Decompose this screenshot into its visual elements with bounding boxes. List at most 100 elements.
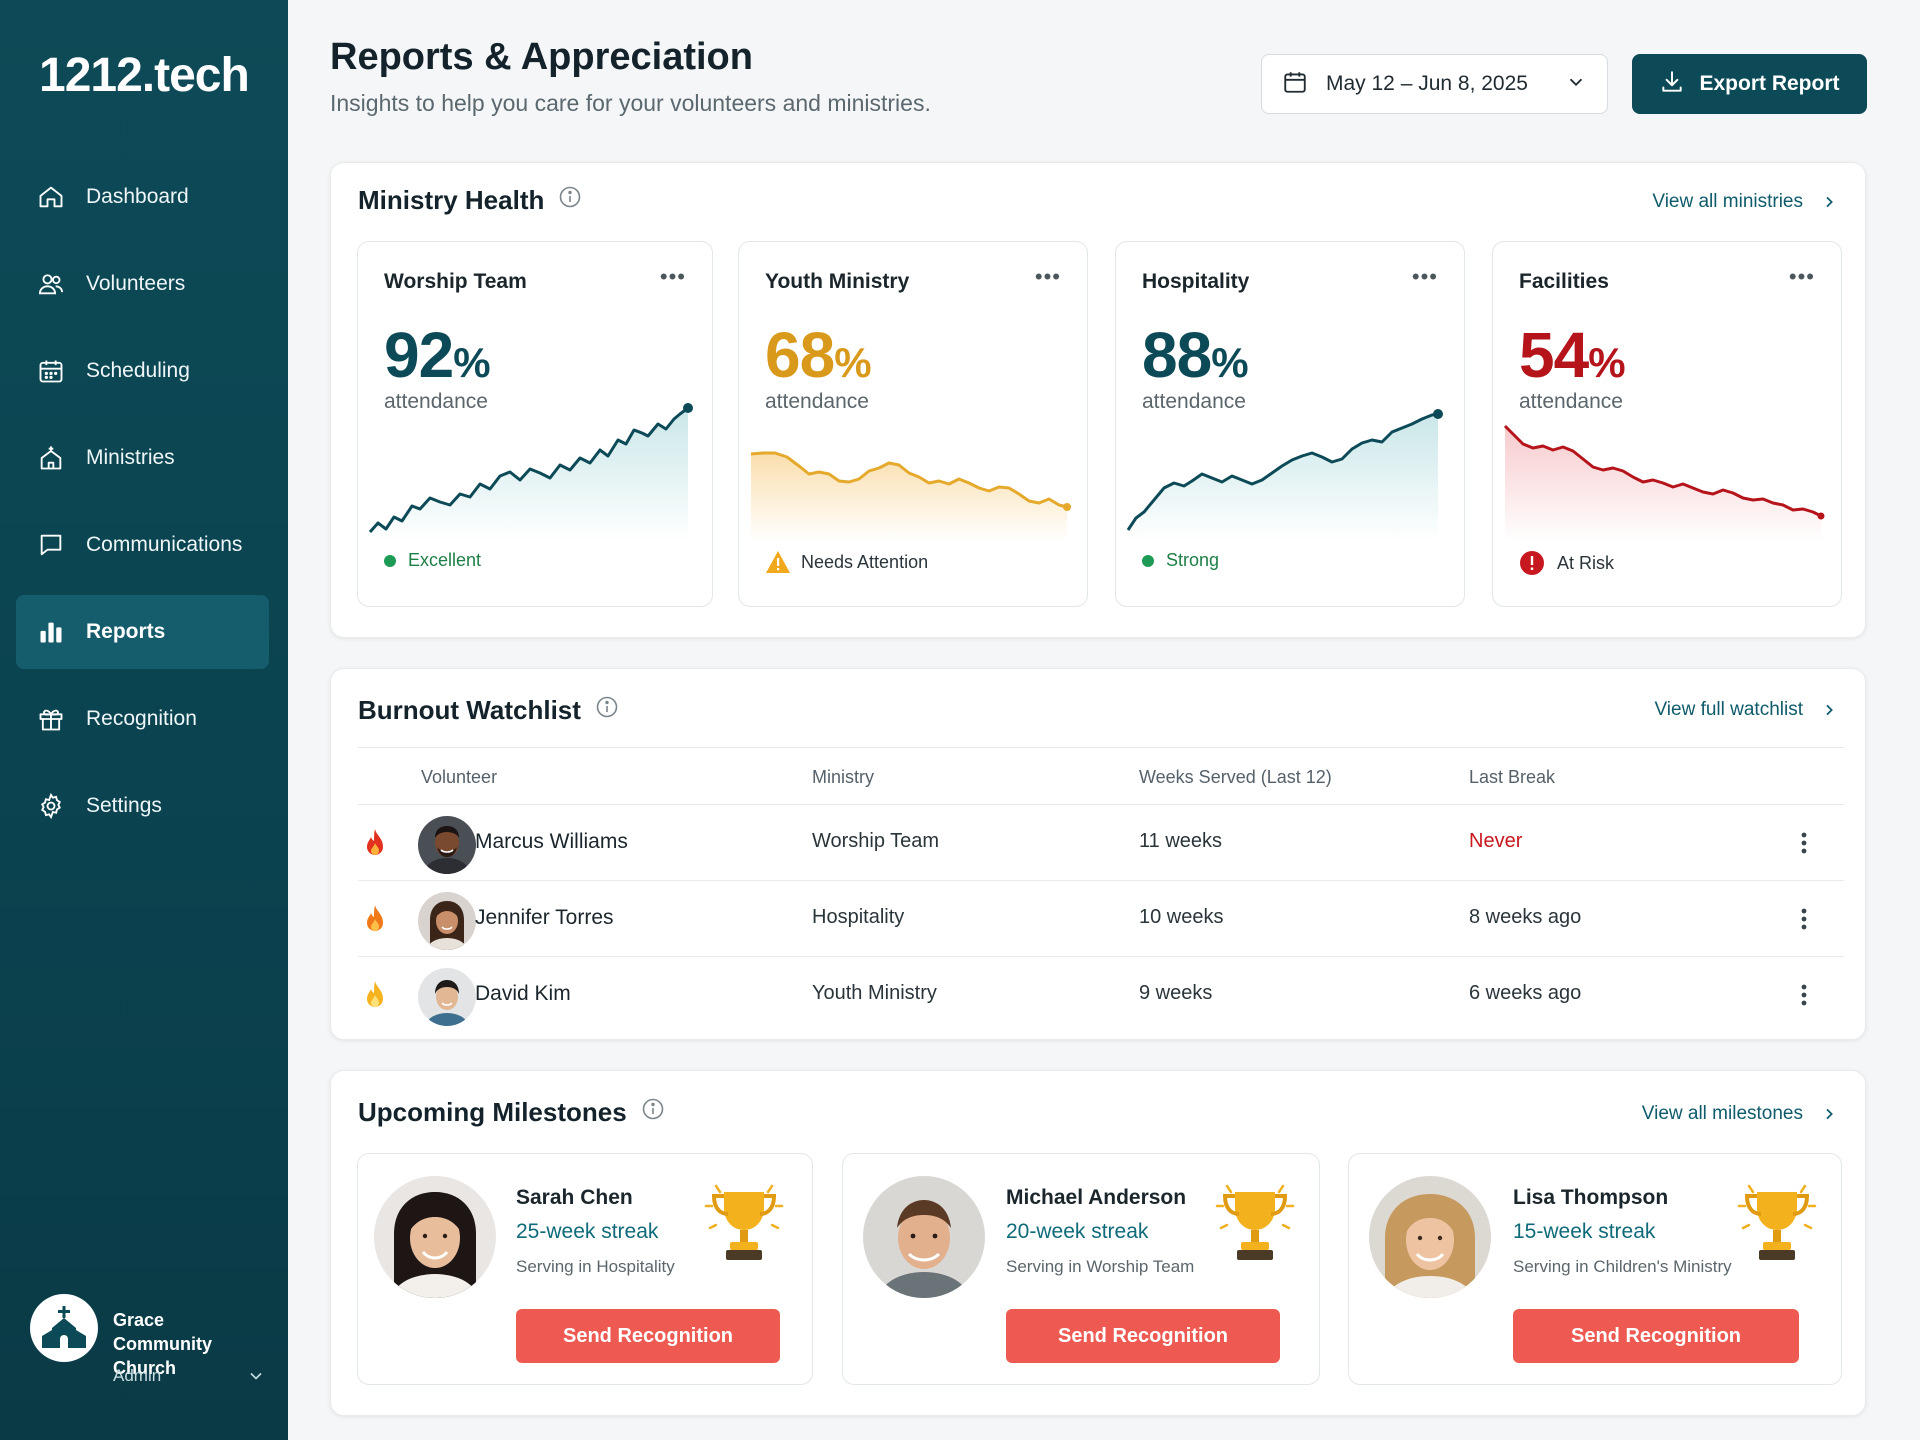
sidebar-item-ministries[interactable]: Ministries	[16, 421, 269, 495]
avatar	[863, 1176, 985, 1298]
chevron-down-icon	[246, 1366, 266, 1391]
gift-icon	[36, 704, 66, 734]
sidebar-item-settings[interactable]: Settings	[16, 769, 269, 843]
church-logo-icon	[30, 1294, 98, 1362]
bar-chart-icon	[36, 617, 66, 647]
row-menu-icon[interactable]	[1800, 983, 1808, 1012]
status-badge: Needs Attention	[765, 550, 928, 574]
sidebar-item-label: Reports	[86, 620, 166, 643]
milestone-serving: Serving in Hospitality	[516, 1257, 675, 1276]
chevron-right-icon	[1826, 704, 1833, 716]
trophy-icon	[702, 1180, 786, 1275]
org-name: Grace Community Church	[113, 1310, 212, 1378]
volunteer-name[interactable]: Jennifer Torres	[475, 906, 614, 929]
table-row[interactable]: Marcus Williams Worship Team 11 weeks Ne…	[358, 805, 1844, 881]
date-range-picker[interactable]: May 12 – Jun 8, 2025	[1261, 54, 1608, 114]
burnout-watchlist-title: Burnout Watchlist	[358, 695, 619, 726]
ministry-tile-facilities[interactable]: Facilities ••• 54% attendance At Risk	[1492, 241, 1842, 607]
more-options-icon[interactable]: •••	[1788, 264, 1815, 289]
chevron-down-icon	[1565, 71, 1587, 98]
attendance-label: attendance	[1519, 390, 1623, 413]
volunteer-ministry: Youth Ministry	[812, 982, 937, 1004]
milestone-streak: 25-week streak	[516, 1220, 659, 1243]
send-recognition-button[interactable]: Send Recognition	[516, 1309, 780, 1363]
avatar	[418, 968, 476, 1026]
send-recognition-button[interactable]: Send Recognition	[1006, 1309, 1280, 1363]
status-label: Strong	[1166, 550, 1220, 570]
org-role: Admin	[113, 1366, 162, 1385]
attendance-value: 88%	[1142, 318, 1249, 392]
ministry-health-card: Ministry Health View all ministries Wors…	[330, 162, 1866, 638]
ministry-tile-hospitality[interactable]: Hospitality ••• 88% attendance Strong	[1115, 241, 1465, 607]
attendance-value: 54%	[1519, 318, 1626, 392]
milestone-name[interactable]: Sarah Chen	[516, 1186, 633, 1209]
column-header-last-break[interactable]: Last Break	[1469, 767, 1556, 787]
table-row[interactable]: David Kim Youth Ministry 9 weeks 6 weeks…	[358, 957, 1844, 1033]
export-report-label: Export Report	[1699, 72, 1840, 95]
last-break: Never	[1469, 830, 1523, 852]
info-icon[interactable]	[595, 695, 619, 726]
status-badge: Strong	[1142, 550, 1219, 571]
milestone-serving: Serving in Worship Team	[1006, 1257, 1195, 1276]
sidebar-item-scheduling[interactable]: Scheduling	[16, 334, 269, 408]
calendar-icon	[36, 356, 66, 386]
row-menu-icon[interactable]	[1800, 907, 1808, 936]
column-header-weeks-served[interactable]: Weeks Served (Last 12)	[1139, 767, 1332, 787]
ministry-tile-worship[interactable]: Worship Team ••• 92% attendance Excellen…	[357, 241, 713, 607]
status-dot-icon	[384, 554, 396, 567]
attendance-sparkline	[1503, 424, 1825, 542]
weeks-served: 10 weeks	[1139, 906, 1224, 928]
milestone-streak: 15-week streak	[1513, 1220, 1656, 1243]
sidebar-item-volunteers[interactable]: Volunteers	[16, 247, 269, 321]
alert-icon	[1519, 550, 1545, 576]
avatar	[418, 892, 476, 950]
table-row[interactable]: Jennifer Torres Hospitality 10 weeks 8 w…	[358, 881, 1844, 957]
info-icon[interactable]	[641, 1097, 665, 1128]
attendance-number: 54	[1519, 319, 1589, 391]
milestone-name[interactable]: Lisa Thompson	[1513, 1186, 1669, 1209]
sidebar-item-reports[interactable]: Reports	[16, 595, 269, 669]
volunteer-ministry: Hospitality	[812, 906, 905, 928]
sidebar-item-label: Recognition	[86, 707, 197, 730]
attendance-value: 68%	[765, 318, 872, 392]
last-break: 8 weeks ago	[1469, 906, 1582, 928]
calendar-icon	[1282, 69, 1308, 100]
ministry-tile-youth[interactable]: Youth Ministry ••• 68% attendance Needs …	[738, 241, 1088, 607]
send-recognition-button[interactable]: Send Recognition	[1513, 1309, 1799, 1363]
last-break: 6 weeks ago	[1469, 982, 1582, 1004]
org-switcher[interactable]: Grace Community Church Admin	[30, 1294, 270, 1394]
sidebar-item-dashboard[interactable]: Dashboard	[16, 160, 269, 234]
export-report-button[interactable]: Export Report	[1632, 54, 1867, 114]
attendance-unit: %	[1211, 339, 1248, 386]
trophy-icon	[1735, 1180, 1819, 1275]
milestones-card: Upcoming Milestones View all milestones …	[330, 1070, 1866, 1416]
attendance-sparkline	[750, 451, 1071, 542]
chat-icon	[36, 530, 66, 560]
flame-icon	[360, 979, 390, 1018]
milestone-name[interactable]: Michael Anderson	[1006, 1186, 1187, 1209]
status-label: Needs Attention	[801, 551, 929, 572]
info-icon[interactable]	[558, 185, 582, 216]
volunteer-name[interactable]: Marcus Williams	[475, 830, 628, 853]
row-menu-icon[interactable]	[1800, 831, 1808, 860]
home-icon	[36, 182, 66, 212]
more-options-icon[interactable]: •••	[1034, 264, 1061, 289]
flame-icon	[360, 827, 390, 866]
column-header-ministry[interactable]: Ministry	[812, 767, 874, 787]
view-full-watchlist-link[interactable]: View full watchlist	[1654, 699, 1837, 721]
sidebar-item-recognition[interactable]: Recognition	[16, 682, 269, 756]
church-icon	[36, 443, 66, 473]
brand-logo[interactable]: 1212.tech	[39, 49, 250, 102]
more-options-icon[interactable]: •••	[1411, 264, 1438, 289]
column-header-volunteer[interactable]: Volunteer	[421, 767, 498, 787]
view-all-milestones-link[interactable]: View all milestones	[1642, 1103, 1837, 1125]
view-all-ministries-link[interactable]: View all ministries	[1652, 191, 1837, 213]
volunteer-ministry: Worship Team	[812, 830, 940, 852]
more-options-icon[interactable]: •••	[659, 264, 686, 289]
attendance-label: attendance	[1142, 390, 1246, 413]
sidebar-item-communications[interactable]: Communications	[16, 508, 269, 582]
status-badge: Excellent	[384, 550, 481, 571]
section-title: Burnout Watchlist	[358, 695, 581, 725]
volunteer-name[interactable]: David Kim	[475, 982, 571, 1005]
link-label: View all milestones	[1641, 1103, 1803, 1124]
